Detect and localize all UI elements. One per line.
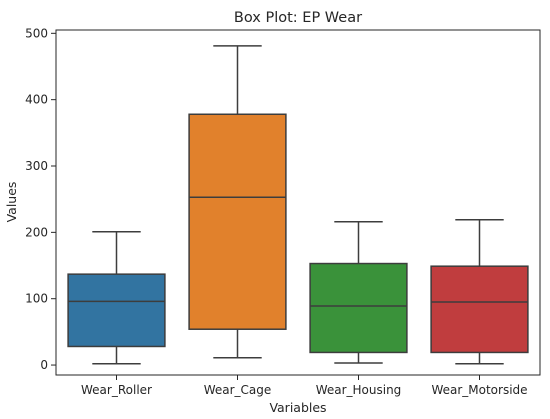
x-axis-label: Variables	[269, 400, 326, 415]
box-series	[67, 45, 529, 365]
y-tick-label: 100	[25, 292, 48, 306]
box-wear-roller	[67, 230, 166, 365]
y-axis-label: Values	[4, 182, 19, 223]
box-iqr	[188, 113, 287, 330]
box-iqr	[67, 273, 166, 348]
y-tick-label: 400	[25, 93, 48, 107]
x-tick-label: Wear_Housing	[316, 383, 402, 397]
y-tick-label: 200	[25, 225, 48, 239]
y-tick-label: 300	[25, 159, 48, 173]
plot-frame	[55, 29, 541, 376]
box-wear-cage	[188, 45, 287, 359]
chart-title: Box Plot: EP Wear	[234, 10, 362, 26]
x-tick-label: Wear_Cage	[204, 383, 272, 397]
box-iqr	[430, 265, 529, 354]
x-axis: Wear_Roller Wear_Cage Wear_Housing Wear_Mot…	[81, 375, 528, 397]
y-tick-label: 500	[25, 26, 48, 40]
y-axis: 0 100 200 300 400 500	[25, 26, 56, 372]
box-iqr	[309, 262, 408, 354]
y-tick-label: 0	[40, 358, 48, 372]
box-wear-motorside	[430, 219, 529, 365]
box-wear-housing	[309, 220, 408, 364]
x-tick-label: Wear_Roller	[81, 383, 152, 397]
x-tick-label: Wear_Motorside	[431, 383, 527, 397]
